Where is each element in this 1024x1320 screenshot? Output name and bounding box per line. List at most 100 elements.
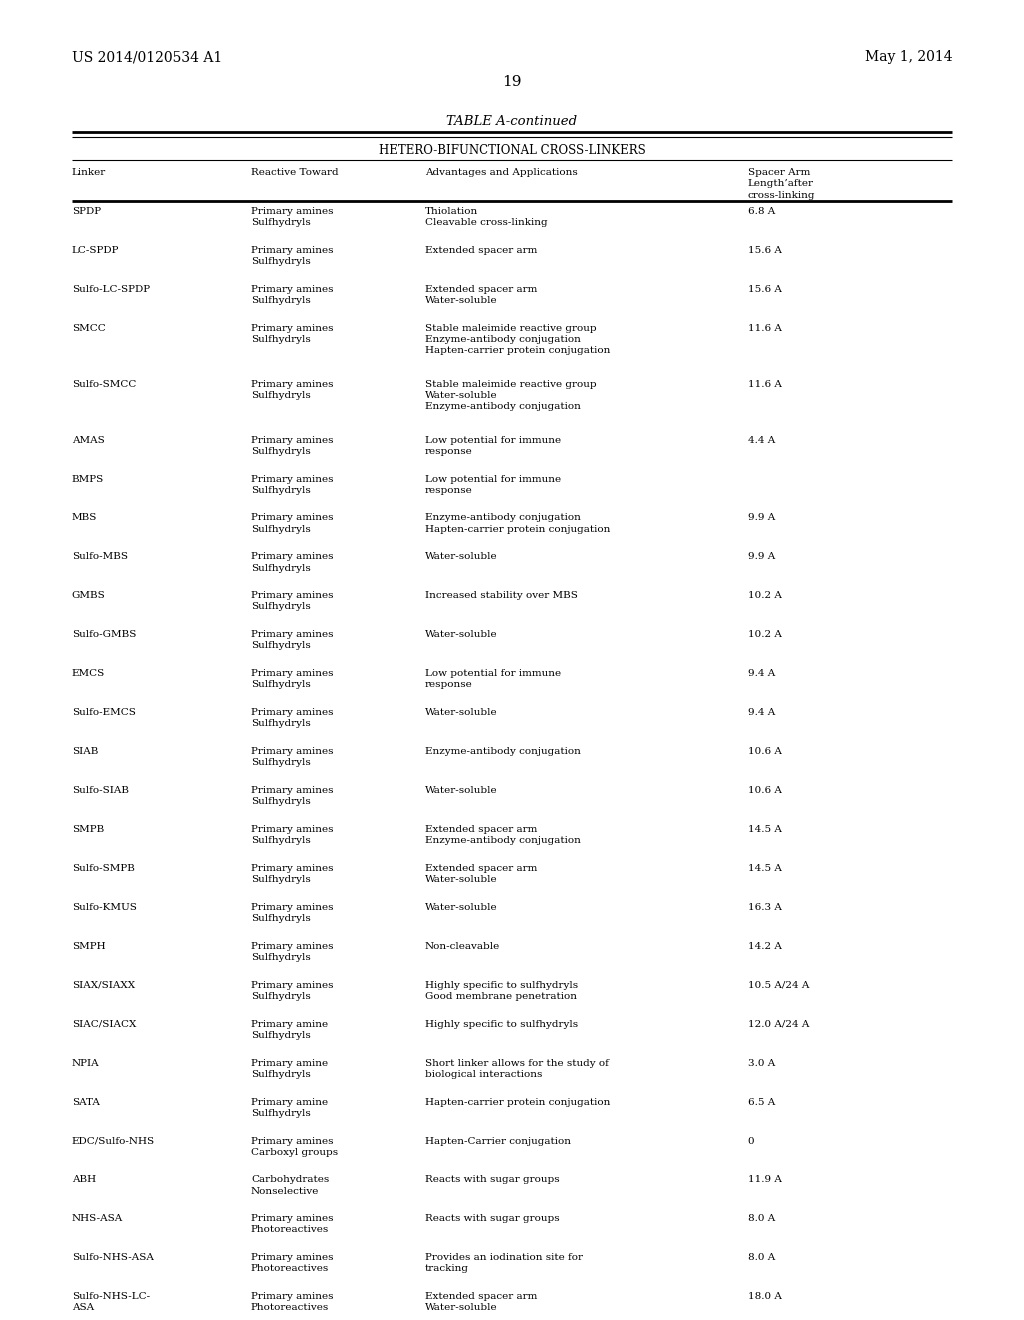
Text: Highly specific to sulfhydryls: Highly specific to sulfhydryls	[425, 1019, 579, 1028]
Text: 14.2 A: 14.2 A	[748, 941, 781, 950]
Text: SIAB: SIAB	[72, 747, 98, 756]
Text: Advantages and Applications: Advantages and Applications	[425, 168, 578, 177]
Text: Primary amines
Photoreactives: Primary amines Photoreactives	[251, 1292, 334, 1312]
Text: LC-SPDP: LC-SPDP	[72, 246, 119, 255]
Text: AMAS: AMAS	[72, 436, 104, 445]
Text: Hapten-carrier protein conjugation: Hapten-carrier protein conjugation	[425, 1097, 610, 1106]
Text: 9.4 A: 9.4 A	[748, 669, 775, 678]
Text: MBS: MBS	[72, 513, 97, 523]
Text: Low potential for immune
response: Low potential for immune response	[425, 669, 561, 689]
Text: Stable maleimide reactive group
Enzyme-antibody conjugation
Hapten-carrier prote: Stable maleimide reactive group Enzyme-a…	[425, 323, 610, 355]
Text: 0: 0	[748, 1137, 754, 1146]
Text: US 2014/0120534 A1: US 2014/0120534 A1	[72, 50, 222, 65]
Text: Reacts with sugar groups: Reacts with sugar groups	[425, 1214, 559, 1224]
Text: Linker: Linker	[72, 168, 105, 177]
Text: Extended spacer arm
Water-soluble: Extended spacer arm Water-soluble	[425, 863, 538, 884]
Text: 14.5 A: 14.5 A	[748, 825, 781, 834]
Text: Primary amines
Sulfhydryls: Primary amines Sulfhydryls	[251, 669, 334, 689]
Text: 10.6 A: 10.6 A	[748, 747, 781, 756]
Text: Primary amines
Photoreactives: Primary amines Photoreactives	[251, 1214, 334, 1234]
Text: Sulfo-KMUS: Sulfo-KMUS	[72, 903, 136, 912]
Text: Primary amines
Sulfhydryls: Primary amines Sulfhydryls	[251, 785, 334, 807]
Text: 14.5 A: 14.5 A	[748, 863, 781, 873]
Text: 10.6 A: 10.6 A	[748, 785, 781, 795]
Text: Provides an iodination site for
tracking: Provides an iodination site for tracking	[425, 1253, 583, 1274]
Text: Primary amines
Sulfhydryls: Primary amines Sulfhydryls	[251, 903, 334, 923]
Text: Sulfo-EMCS: Sulfo-EMCS	[72, 708, 135, 717]
Text: Primary amine
Sulfhydryls: Primary amine Sulfhydryls	[251, 1019, 328, 1040]
Text: Enzyme-antibody conjugation
Hapten-carrier protein conjugation: Enzyme-antibody conjugation Hapten-carri…	[425, 513, 610, 533]
Text: 9.4 A: 9.4 A	[748, 708, 775, 717]
Text: Water-soluble: Water-soluble	[425, 903, 498, 912]
Text: SMPB: SMPB	[72, 825, 103, 834]
Text: Primary amine
Sulfhydryls: Primary amine Sulfhydryls	[251, 1059, 328, 1078]
Text: EDC/Sulfo-NHS: EDC/Sulfo-NHS	[72, 1137, 155, 1146]
Text: Water-soluble: Water-soluble	[425, 785, 498, 795]
Text: HETERO-BIFUNCTIONAL CROSS-LINKERS: HETERO-BIFUNCTIONAL CROSS-LINKERS	[379, 144, 645, 157]
Text: Sulfo-LC-SPDP: Sulfo-LC-SPDP	[72, 285, 150, 294]
Text: Hapten-Carrier conjugation: Hapten-Carrier conjugation	[425, 1137, 571, 1146]
Text: Primary amines
Sulfhydryls: Primary amines Sulfhydryls	[251, 474, 334, 495]
Text: SATA: SATA	[72, 1097, 99, 1106]
Text: Primary amines
Sulfhydryls: Primary amines Sulfhydryls	[251, 591, 334, 611]
Text: 15.6 A: 15.6 A	[748, 246, 781, 255]
Text: Primary amines
Sulfhydryls: Primary amines Sulfhydryls	[251, 708, 334, 729]
Text: Enzyme-antibody conjugation: Enzyme-antibody conjugation	[425, 747, 581, 756]
Text: 6.8 A: 6.8 A	[748, 207, 775, 216]
Text: SIAX/SIAXX: SIAX/SIAXX	[72, 981, 135, 990]
Text: 8.0 A: 8.0 A	[748, 1214, 775, 1224]
Text: Primary amines
Sulfhydryls: Primary amines Sulfhydryls	[251, 246, 334, 267]
Text: May 1, 2014: May 1, 2014	[864, 50, 952, 65]
Text: Sulfo-GMBS: Sulfo-GMBS	[72, 630, 136, 639]
Text: SMPH: SMPH	[72, 941, 105, 950]
Text: 8.0 A: 8.0 A	[748, 1253, 775, 1262]
Text: 9.9 A: 9.9 A	[748, 513, 775, 523]
Text: GMBS: GMBS	[72, 591, 105, 601]
Text: 10.2 A: 10.2 A	[748, 630, 781, 639]
Text: 11.9 A: 11.9 A	[748, 1175, 781, 1184]
Text: 10.2 A: 10.2 A	[748, 591, 781, 601]
Text: Reactive Toward: Reactive Toward	[251, 168, 339, 177]
Text: Primary amines
Sulfhydryls: Primary amines Sulfhydryls	[251, 981, 334, 1001]
Text: Extended spacer arm
Enzyme-antibody conjugation: Extended spacer arm Enzyme-antibody conj…	[425, 825, 581, 845]
Text: Increased stability over MBS: Increased stability over MBS	[425, 591, 578, 601]
Text: Highly specific to sulfhydryls
Good membrane penetration: Highly specific to sulfhydryls Good memb…	[425, 981, 579, 1001]
Text: Primary amines
Photoreactives: Primary amines Photoreactives	[251, 1253, 334, 1274]
Text: 16.3 A: 16.3 A	[748, 903, 781, 912]
Text: TABLE A-continued: TABLE A-continued	[446, 115, 578, 128]
Text: Thiolation
Cleavable cross-linking: Thiolation Cleavable cross-linking	[425, 207, 548, 227]
Text: NPIA: NPIA	[72, 1059, 99, 1068]
Text: Stable maleimide reactive group
Water-soluble
Enzyme-antibody conjugation: Stable maleimide reactive group Water-so…	[425, 380, 597, 411]
Text: 9.9 A: 9.9 A	[748, 552, 775, 561]
Text: SIAC/SIACX: SIAC/SIACX	[72, 1019, 136, 1028]
Text: Primary amines
Sulfhydryls: Primary amines Sulfhydryls	[251, 552, 334, 573]
Text: SPDP: SPDP	[72, 207, 100, 216]
Text: 11.6 A: 11.6 A	[748, 380, 781, 389]
Text: Spacer Arm
Length’after
cross-linking: Spacer Arm Length’after cross-linking	[748, 168, 815, 199]
Text: Primary amines
Sulfhydryls: Primary amines Sulfhydryls	[251, 380, 334, 400]
Text: 19: 19	[502, 75, 522, 90]
Text: Primary amines
Carboxyl groups: Primary amines Carboxyl groups	[251, 1137, 338, 1156]
Text: Primary amines
Sulfhydryls: Primary amines Sulfhydryls	[251, 323, 334, 345]
Text: 15.6 A: 15.6 A	[748, 285, 781, 294]
Text: Sulfo-SMCC: Sulfo-SMCC	[72, 380, 136, 389]
Text: Primary amines
Sulfhydryls: Primary amines Sulfhydryls	[251, 941, 334, 962]
Text: 3.0 A: 3.0 A	[748, 1059, 775, 1068]
Text: Extended spacer arm
Water-soluble: Extended spacer arm Water-soluble	[425, 285, 538, 305]
Text: Low potential for immune
response: Low potential for immune response	[425, 436, 561, 455]
Text: ABH: ABH	[72, 1175, 96, 1184]
Text: Low potential for immune
response: Low potential for immune response	[425, 474, 561, 495]
Text: Primary amines
Sulfhydryls: Primary amines Sulfhydryls	[251, 513, 334, 533]
Text: 4.4 A: 4.4 A	[748, 436, 775, 445]
Text: Reacts with sugar groups: Reacts with sugar groups	[425, 1175, 559, 1184]
Text: NHS-ASA: NHS-ASA	[72, 1214, 123, 1224]
Text: 18.0 A: 18.0 A	[748, 1292, 781, 1302]
Text: 11.6 A: 11.6 A	[748, 323, 781, 333]
Text: 10.5 A/24 A: 10.5 A/24 A	[748, 981, 809, 990]
Text: Water-soluble: Water-soluble	[425, 708, 498, 717]
Text: Extended spacer arm: Extended spacer arm	[425, 246, 538, 255]
Text: Short linker allows for the study of
biological interactions: Short linker allows for the study of bio…	[425, 1059, 609, 1078]
Text: Primary amines
Sulfhydryls: Primary amines Sulfhydryls	[251, 630, 334, 651]
Text: Non-cleavable: Non-cleavable	[425, 941, 500, 950]
Text: Primary amines
Sulfhydryls: Primary amines Sulfhydryls	[251, 747, 334, 767]
